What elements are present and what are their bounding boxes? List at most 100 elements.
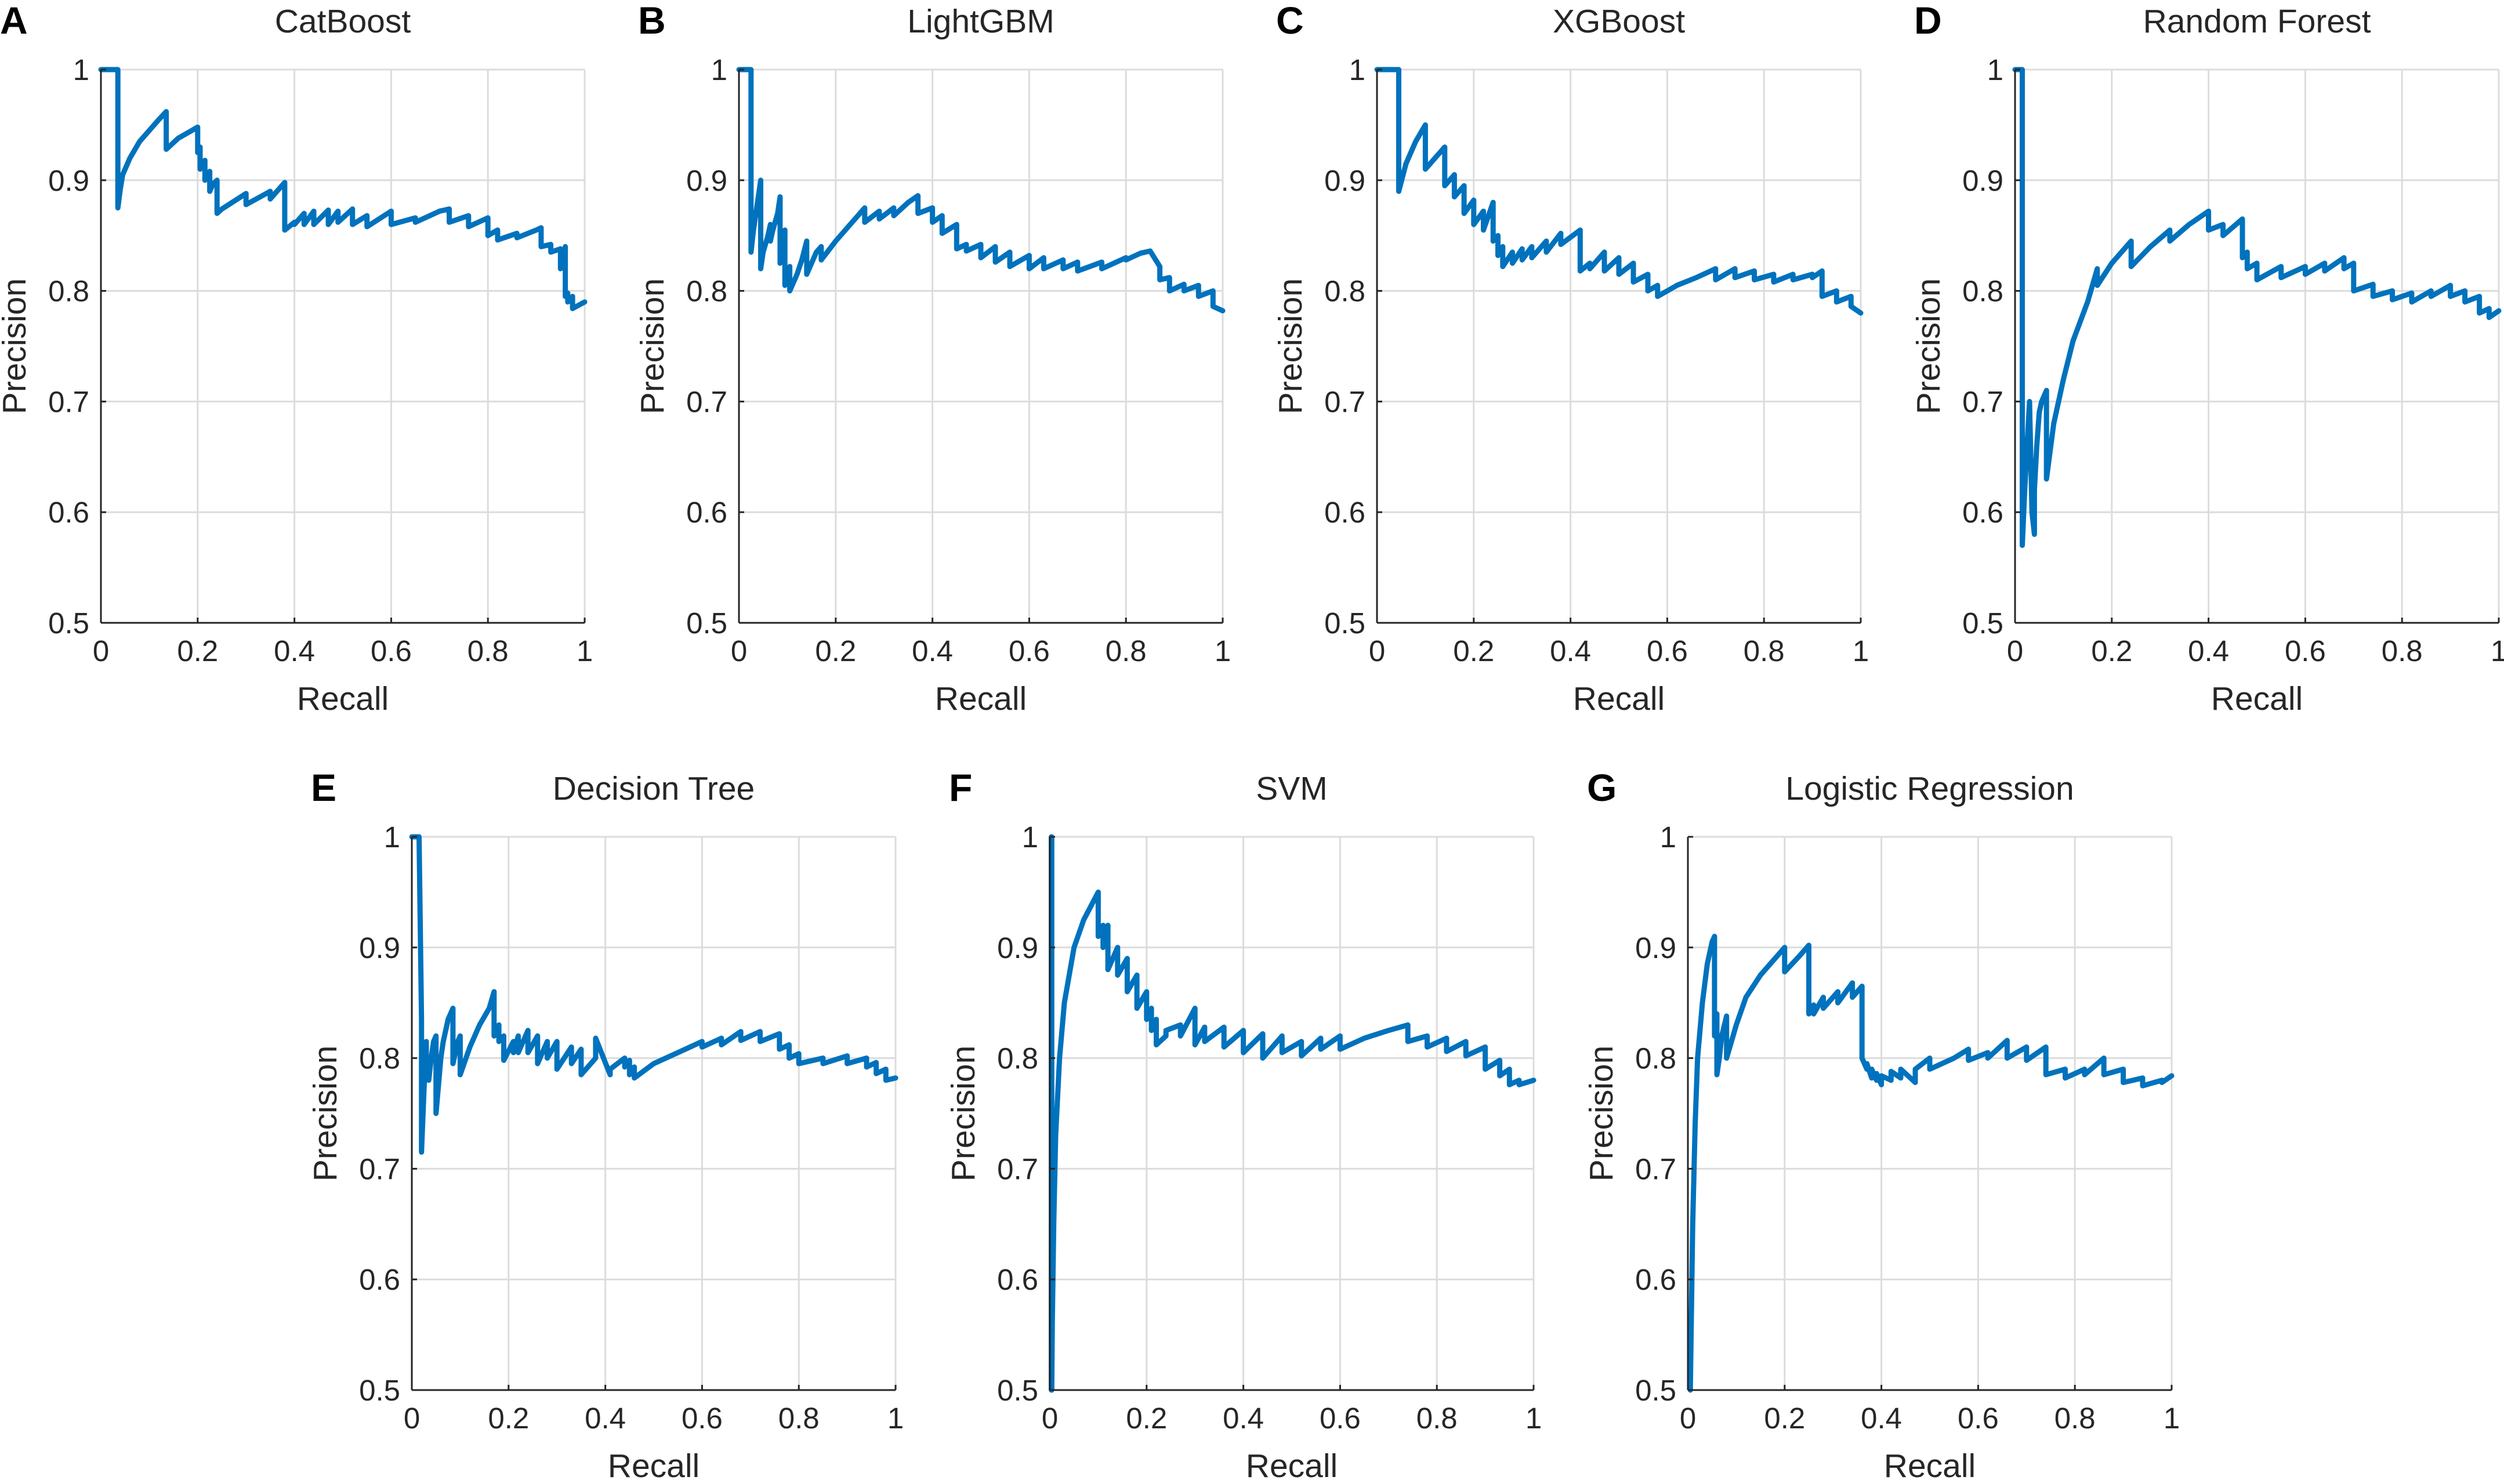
x-tick-label: 0.8 [1744,634,1785,667]
y-tick-label: 0.8 [1324,275,1365,308]
y-tick-label: 0.5 [997,1374,1038,1407]
y-tick-label: 0.5 [1324,607,1365,640]
chart-title: Logistic Regression [1785,770,2074,807]
y-tick-label: 0.9 [48,164,89,197]
x-tick-label: 1 [2164,1402,2180,1435]
x-axis-label: Recall [608,1447,700,1484]
x-tick-label: 0.2 [177,634,218,667]
x-axis-label: Recall [1246,1447,1338,1484]
y-axis-label: Precision [634,278,671,414]
x-axis-label: Recall [1884,1447,1976,1484]
chart-panel-e: 0 0.2 0.4 0.6 0.8 1 0.5 0.6 0.7 0.8 0.9 1 Recall Prec… [307,766,904,1484]
x-tick-label: 0.6 [1647,634,1688,667]
pr-curve-d [2012,67,2502,548]
x-tick-label: 0.2 [815,634,856,667]
x-tick-label: 0.2 [1453,634,1494,667]
x-tick-label: 0.4 [1223,1402,1264,1435]
y-tick-label: 0.8 [48,275,89,308]
x-tick-label: 1 [887,1402,904,1435]
y-axis-label: Precision [1272,278,1309,414]
y-tick-label: 0.5 [1635,1374,1676,1407]
x-tick-label: 0.4 [585,1402,626,1435]
x-tick-label: 0.8 [778,1402,820,1435]
chart-title: Random Forest [2143,3,2371,40]
x-tick-label: 0.6 [371,634,412,667]
x-axis-label: Recall [2211,680,2303,717]
chart-title: SVM [1256,770,1328,807]
y-tick-label: 0.6 [686,496,727,529]
pr-curve-e [409,834,898,1155]
y-tick-label: 1 [711,53,727,86]
x-tick-label: 0 [1680,1402,1696,1435]
chart-panel-f: 0 0.2 0.4 0.6 0.8 1 0.5 0.6 0.7 0.8 0.9 1 Recall Prec… [945,766,1542,1484]
chart-panel-a: 0 0.2 0.4 0.6 0.8 1 0.5 0.6 0.7 0.8 0.9 1 Recall Prec… [0,0,593,717]
y-tick-label: 0.5 [686,607,727,640]
chart-panel-d: 0 0.2 0.4 0.6 0.8 1 0.5 0.6 0.7 0.8 0.9 1 Recall Prec… [1910,0,2504,717]
panel-letter: F [949,766,972,809]
x-tick-label: 0.8 [2382,634,2423,667]
x-tick-label: 0.4 [274,634,315,667]
x-tick-label: 0.6 [1009,634,1050,667]
y-tick-label: 0.6 [359,1263,400,1296]
y-tick-label: 0.7 [1635,1152,1676,1185]
x-tick-label: 0.4 [912,634,953,667]
y-tick-label: 0.8 [686,275,727,308]
y-tick-label: 1 [1987,53,2003,86]
x-tick-label: 0 [1369,634,1385,667]
y-tick-label: 0.6 [1962,496,2003,529]
y-tick-label: 0.7 [686,385,727,418]
x-tick-label: 0.2 [1764,1402,1805,1435]
x-tick-label: 0.8 [1416,1402,1458,1435]
chart-panel-c: 0 0.2 0.4 0.6 0.8 1 0.5 0.6 0.7 0.8 0.9 1 Recall Prec… [1272,0,1869,717]
y-tick-label: 0.8 [1962,275,2003,308]
y-tick-label: 0.6 [1324,496,1365,529]
x-axis-label: Recall [935,680,1027,717]
y-axis-label: Precision [945,1046,982,1181]
y-tick-label: 0.7 [48,385,89,418]
x-tick-label: 0.6 [2285,634,2326,667]
x-tick-label: 0.8 [1106,634,1147,667]
y-tick-label: 1 [1349,53,1365,86]
y-tick-label: 0.8 [1635,1042,1676,1075]
y-axis-label: Precision [1910,278,1947,414]
y-axis-label: Precision [1583,1046,1620,1181]
y-tick-label: 0.9 [1635,931,1676,964]
pr-curve-a [98,67,588,311]
panel-letter: A [0,0,28,42]
x-tick-label: 0.2 [1126,1402,1167,1435]
x-tick-label: 0 [93,634,109,667]
chart-panel-g: 0 0.2 0.4 0.6 0.8 1 0.5 0.6 0.7 0.8 0.9 1 Recall Prec… [1583,766,2180,1484]
y-tick-label: 0.9 [359,931,400,964]
y-tick-label: 0.9 [1962,164,2003,197]
pr-curve-f [1049,834,1537,1393]
y-tick-label: 0.6 [997,1263,1038,1296]
x-tick-label: 1 [1853,634,1869,667]
y-tick-label: 0.6 [1635,1263,1676,1296]
x-axis-label: Recall [1573,680,1665,717]
y-tick-label: 0.6 [48,496,89,529]
x-tick-label: 1 [2491,634,2504,667]
chart-title: Decision Tree [553,770,755,807]
y-tick-label: 0.5 [1962,607,2003,640]
x-tick-label: 0.6 [682,1402,723,1435]
panel-letter: D [1914,0,1942,42]
x-tick-label: 0.4 [2188,634,2229,667]
x-tick-label: 0.8 [2054,1402,2096,1435]
x-tick-label: 1 [1525,1402,1542,1435]
y-tick-label: 0.7 [359,1152,400,1185]
pr-curve-b [736,67,1226,314]
panel-letter: E [311,766,336,809]
panel-letter: C [1276,0,1304,42]
y-tick-label: 1 [384,821,400,854]
y-tick-label: 0.9 [686,164,727,197]
pr-curve-g [1687,934,2175,1393]
y-tick-label: 0.8 [359,1042,400,1075]
y-tick-label: 1 [73,53,89,86]
y-tick-label: 0.5 [359,1374,400,1407]
x-tick-label: 0 [1042,1402,1058,1435]
y-tick-label: 0.7 [1324,385,1365,418]
y-tick-label: 0.5 [48,607,89,640]
y-tick-label: 0.7 [1962,385,2003,418]
